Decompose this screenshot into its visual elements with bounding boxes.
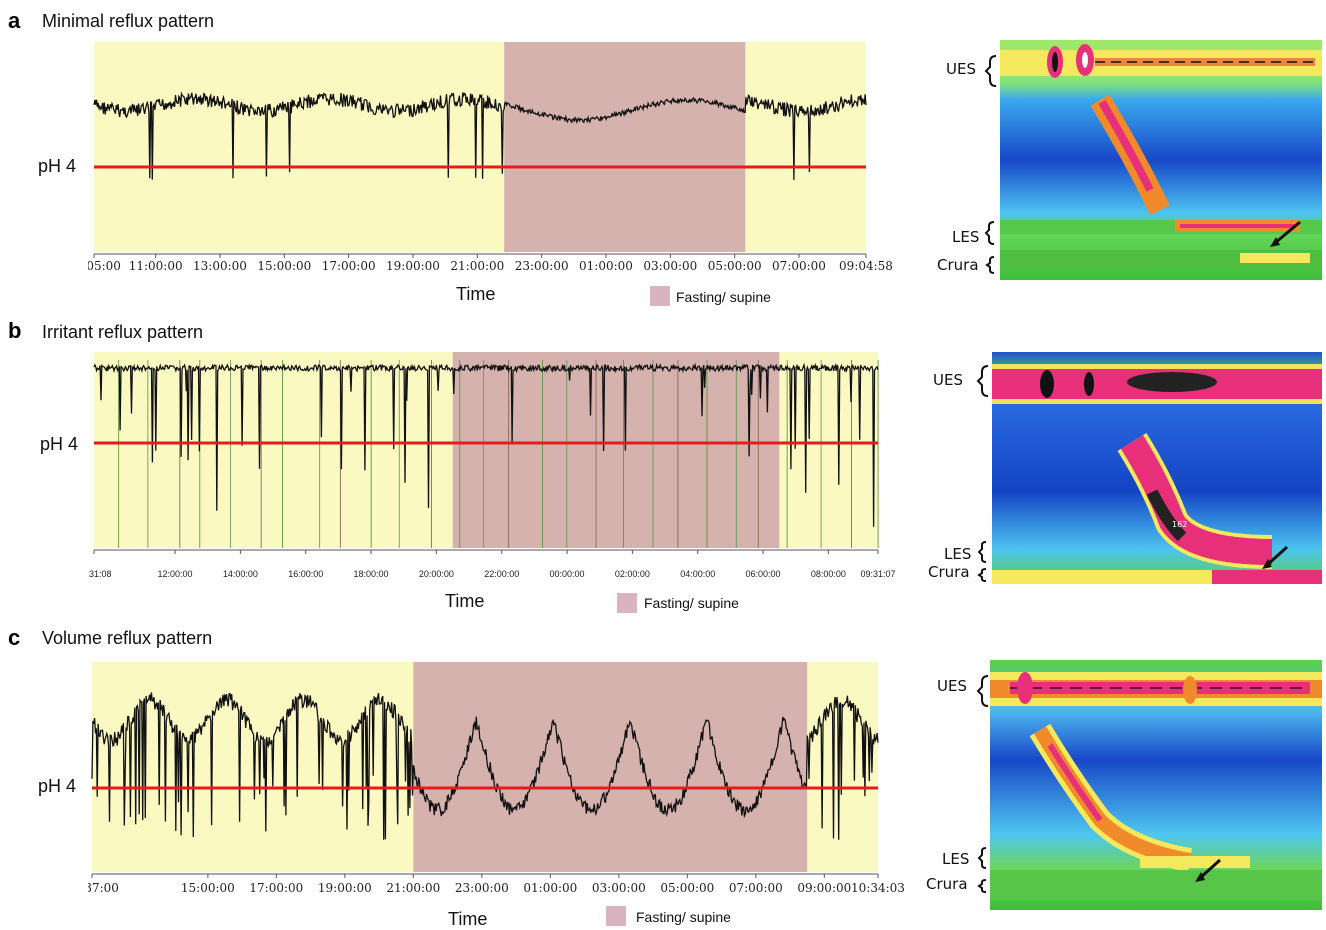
panel-letter-b: b — [8, 318, 22, 343]
x-tick-label: 05:00:00 — [708, 259, 762, 273]
ph4-label-a: pH 4 — [38, 156, 77, 176]
supine-band — [413, 662, 808, 872]
supine-band — [504, 42, 746, 252]
crura-label-b: Crura — [928, 563, 970, 581]
ph-chart-b: 09:31:08 12:00:00 14:00:00 16:00:00 18:00:00… — [88, 352, 896, 579]
x-tick-label: 23:00:00 — [515, 259, 569, 273]
legend-text-b: Fasting/ supine — [644, 595, 739, 611]
ues-label-c: UES — [937, 677, 967, 695]
x-tick-label: 09:31:08 — [88, 569, 112, 579]
x-tick-label: 09:00:00 — [797, 881, 851, 895]
x-tick-label: 21:00:00 — [450, 259, 504, 273]
ph-trace — [91, 692, 879, 840]
hrm-arrow-icon — [1198, 858, 1222, 880]
hrm-brackets-a — [984, 55, 997, 274]
awake-band-left — [94, 42, 505, 252]
x-tick-label: 09:05:00 — [88, 259, 121, 273]
hrm-plot-b: 162 — [992, 352, 1322, 584]
ph4-label-b: pH 4 — [40, 434, 79, 454]
x-tick-label: 19:00:00 — [386, 259, 440, 273]
hrm-brackets-c — [976, 675, 989, 893]
x-tick-label: 18:00:00 — [354, 569, 389, 579]
panel-title-c: Volume reflux pattern — [42, 628, 213, 648]
awake-band-left — [92, 662, 414, 872]
hrm-arrow-icon — [1274, 220, 1301, 245]
x-tick-label: 13:00:00 — [193, 259, 247, 273]
x-tick-label: 15:00:00 — [181, 881, 235, 895]
x-tick-label: 09:31:07 — [860, 569, 895, 579]
time-label-a: Time — [456, 284, 496, 304]
hrm-arrow-icon — [1265, 545, 1289, 567]
x-axis-ticks: 09:31:08 12:00:00 14:00:00 16:00:00 18:00:00… — [88, 550, 896, 579]
event-markers — [118, 360, 879, 548]
legend-text-a: Fasting/ supine — [676, 289, 771, 305]
ph4-label-c: pH 4 — [38, 776, 77, 796]
panel-letter-c: c — [8, 625, 21, 650]
x-tick-label: 09:04:58 — [839, 259, 893, 273]
x-axis-ticks: 11:37:00 15:00:00 17:00:00 19:00:00 21:00:00… — [88, 874, 905, 895]
x-tick-label: 15:00:00 — [257, 259, 311, 273]
x-tick-label: 03:00:00 — [643, 259, 697, 273]
ph-trace — [93, 91, 867, 180]
x-tick-label: 00:00:00 — [550, 569, 585, 579]
legend-swatch-a — [650, 286, 670, 306]
x-tick-label: 12:00:00 — [158, 569, 193, 579]
hrm-plot-c — [990, 660, 1322, 910]
x-tick-label: 05:00:00 — [660, 881, 714, 895]
time-label-c: Time — [448, 909, 488, 929]
x-tick-label: 01:00:00 — [579, 259, 633, 273]
ph-chart-c: 11:37:00 15:00:00 17:00:00 19:00:00 21:00:00… — [88, 662, 905, 895]
hrm-annotation-b: 162 — [1172, 520, 1187, 529]
x-tick-label: 04:00:00 — [680, 569, 715, 579]
ues-label-a: UES — [946, 60, 976, 78]
x-tick-label: 08:00:00 — [811, 569, 846, 579]
x-tick-label: 14:00:00 — [223, 569, 258, 579]
legend-text-c: Fasting/ supine — [636, 909, 731, 925]
x-tick-label: 22:00:00 — [484, 569, 519, 579]
x-axis-ticks: 09:05:00 11:00:00 13:00:00 15:00:00 17:00:00… — [88, 254, 893, 273]
awake-band-right — [807, 662, 878, 872]
x-tick-label: 17:00:00 — [249, 881, 303, 895]
x-tick-label: 11:00:00 — [129, 259, 183, 273]
awake-band-right — [745, 42, 866, 252]
x-tick-label: 16:00:00 — [288, 569, 323, 579]
x-tick-label: 20:00:00 — [419, 569, 454, 579]
ph-trace — [93, 362, 879, 527]
x-tick-label: 19:00:00 — [318, 881, 372, 895]
x-tick-label: 11:37:00 — [88, 881, 119, 895]
ph-chart-a: 09:05:00 11:00:00 13:00:00 15:00:00 17:00:00… — [88, 42, 893, 273]
x-tick-label: 10:34:03 — [851, 881, 905, 895]
panel-title-b: Irritant reflux pattern — [42, 322, 204, 342]
x-tick-label: 23:00:00 — [455, 881, 509, 895]
x-tick-label: 06:00:00 — [746, 569, 781, 579]
x-tick-label: 17:00:00 — [322, 259, 376, 273]
panel-letter-a: a — [8, 8, 21, 33]
x-tick-label: 01:00:00 — [523, 881, 577, 895]
x-tick-label: 21:00:00 — [386, 881, 440, 895]
x-tick-label: 07:00:00 — [772, 259, 826, 273]
legend-swatch-b — [617, 593, 637, 613]
ues-label-b: UES — [933, 371, 963, 389]
time-label-b: Time — [445, 591, 485, 611]
supine-band — [452, 352, 780, 548]
panel-title-a: Minimal reflux pattern — [42, 11, 215, 31]
legend-swatch-c — [606, 906, 626, 926]
les-label-c: LES — [942, 850, 970, 868]
les-label-b: LES — [944, 545, 972, 563]
crura-label-a: Crura — [937, 256, 979, 274]
x-tick-label: 02:00:00 — [615, 569, 650, 579]
x-tick-label: 03:00:00 — [592, 881, 646, 895]
hrm-brackets-b — [976, 365, 989, 582]
les-label-a: LES — [952, 228, 980, 246]
x-tick-label: 07:00:00 — [729, 881, 783, 895]
hrm-plot-a — [1000, 40, 1322, 280]
crura-label-c: Crura — [926, 875, 968, 893]
